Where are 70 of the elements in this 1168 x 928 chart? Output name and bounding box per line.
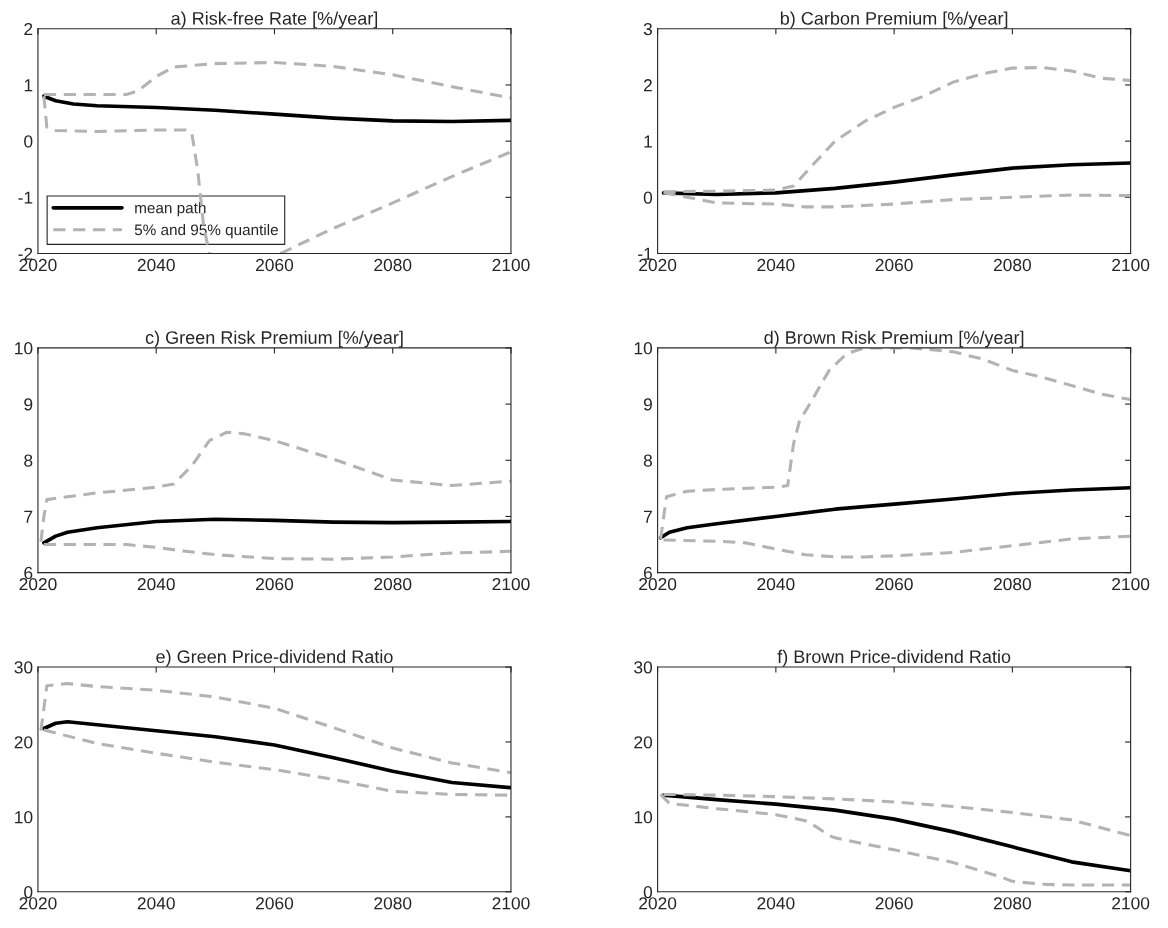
x-tick-label: 2020: [639, 897, 677, 910]
x-tick-label: 2080: [993, 897, 1031, 910]
chart-title: d) Brown Risk Premium [%/year]: [764, 330, 1024, 348]
x-tick-label: 2060: [875, 577, 913, 591]
x-tick-label: 2040: [757, 258, 795, 272]
y-tick-label: 2: [643, 79, 652, 92]
y-tick-label: 6: [24, 566, 33, 580]
y-tick-label: 2: [24, 22, 33, 36]
x-tick-label: 2040: [137, 258, 175, 272]
x-tick-label: 2040: [757, 897, 795, 910]
x-tick-label: 2060: [256, 577, 294, 591]
y-tick-label: 9: [24, 398, 33, 411]
line-series: [661, 161, 1131, 197]
x-tick-label: 2020: [639, 258, 677, 272]
x-tick-label: 2100: [492, 258, 530, 272]
x-tick-label: 2060: [875, 897, 913, 910]
y-tick-label: -2: [18, 247, 33, 260]
legend-label: 5% and 95% quantile: [134, 224, 278, 239]
y-tick-label: 0: [643, 191, 653, 204]
x-tick-label: 2040: [137, 897, 175, 910]
x-tick-label: 2060: [256, 258, 294, 272]
x-tick-label: 2080: [374, 258, 412, 272]
y-tick-label: 20: [634, 736, 653, 749]
x-tick-label: 2020: [19, 577, 57, 591]
x-tick-label: 2100: [1112, 897, 1150, 910]
x-tick-label: 2060: [256, 897, 294, 910]
x-tick-label: 2060: [875, 258, 913, 272]
x-tick-label: 2040: [137, 577, 175, 591]
y-tick-label: 0: [643, 885, 653, 899]
line-series: [42, 719, 511, 790]
y-tick-label: 30: [634, 661, 653, 674]
x-tick-label: 2080: [993, 258, 1031, 272]
x-tick-label: 2080: [374, 897, 412, 910]
y-tick-label: 3: [643, 22, 652, 36]
y-tick-label: 20: [14, 736, 33, 749]
y-tick-label: 10: [634, 811, 653, 824]
y-tick-label: 10: [634, 342, 653, 355]
y-tick-label: 8: [24, 454, 33, 467]
x-tick-label: 2040: [757, 577, 795, 591]
y-tick-label: 0: [24, 885, 33, 899]
chart-title: c) Green Risk Premium [%/year]: [145, 330, 403, 348]
line-series: [658, 486, 1131, 540]
line-series: [42, 94, 511, 124]
x-tick-label: 2080: [374, 577, 412, 591]
chart-title: e) Green Price-dividend Ratio: [156, 649, 393, 667]
y-tick-label: 9: [643, 398, 652, 411]
y-tick-label: 0: [24, 135, 33, 148]
chart-title: f) Brown Price-dividend Ratio: [777, 649, 1011, 667]
y-tick-label: 30: [14, 661, 33, 674]
chart-title: a) Risk-free Rate [%/year]: [171, 11, 378, 29]
x-tick-label: 2020: [639, 577, 677, 591]
chart-title: b) Carbon Premium [%/year]: [780, 11, 1008, 29]
y-tick-label: 8: [643, 454, 652, 467]
y-tick-label: -1: [638, 247, 652, 260]
x-tick-label: 2100: [492, 577, 530, 591]
x-tick-label: 2100: [1112, 258, 1150, 272]
y-tick-label: 1: [644, 135, 652, 148]
y-tick-label: 10: [15, 811, 33, 824]
y-tick-label: 7: [643, 510, 652, 523]
y-tick-label: 1: [24, 79, 33, 92]
x-tick-label: 2020: [19, 258, 57, 272]
line-series: [42, 517, 511, 545]
y-tick-label: -1: [18, 191, 33, 204]
legend-label: mean path: [135, 202, 206, 217]
x-tick-label: 2020: [19, 897, 57, 910]
x-tick-label: 2100: [492, 897, 530, 910]
x-tick-label: 2080: [993, 577, 1031, 591]
y-tick-label: 7: [24, 510, 33, 523]
y-tick-label: 10: [15, 342, 33, 355]
x-tick-label: 2100: [1112, 577, 1150, 591]
